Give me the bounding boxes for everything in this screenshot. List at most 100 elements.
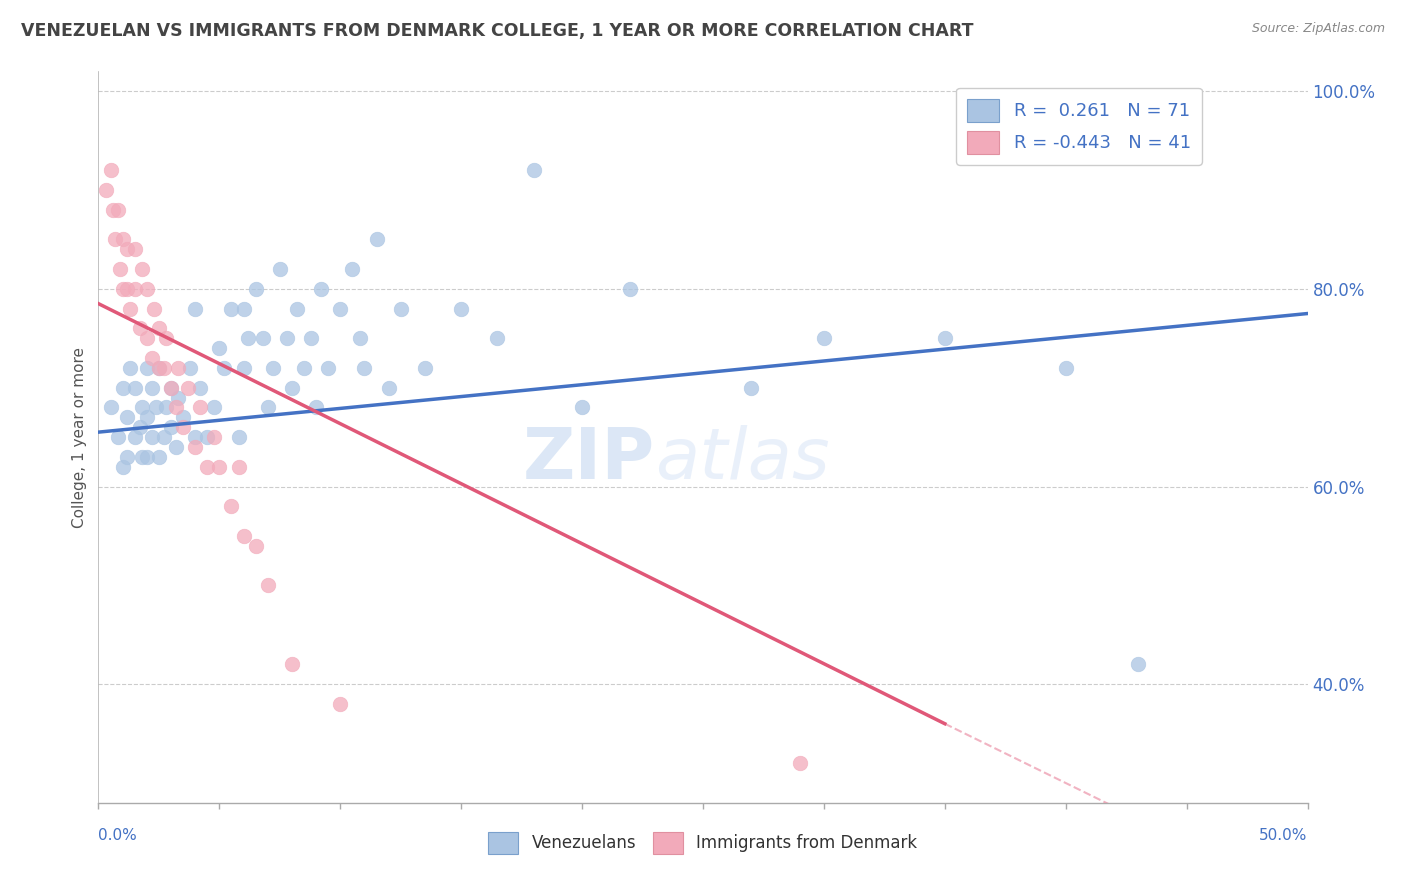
Point <box>619 282 641 296</box>
Point <box>111 282 134 296</box>
Point <box>177 381 200 395</box>
Point <box>107 430 129 444</box>
Point <box>329 301 352 316</box>
Point <box>167 360 190 375</box>
Legend: Venezuelans, Immigrants from Denmark: Venezuelans, Immigrants from Denmark <box>482 826 924 860</box>
Point <box>143 301 166 316</box>
Point <box>172 410 194 425</box>
Point <box>486 331 509 345</box>
Point <box>184 440 207 454</box>
Point <box>104 232 127 246</box>
Point <box>285 301 308 316</box>
Point <box>111 232 134 246</box>
Point <box>262 360 284 375</box>
Point <box>316 360 339 375</box>
Point <box>413 360 436 375</box>
Point <box>117 450 139 464</box>
Point <box>172 420 194 434</box>
Point <box>228 459 250 474</box>
Point <box>111 381 134 395</box>
Point <box>232 529 254 543</box>
Point <box>118 360 141 375</box>
Point <box>131 262 153 277</box>
Point <box>299 331 322 345</box>
Point <box>389 301 412 316</box>
Point <box>377 381 399 395</box>
Point <box>165 440 187 454</box>
Point <box>245 539 267 553</box>
Point <box>108 262 131 277</box>
Point <box>155 401 177 415</box>
Point <box>135 360 157 375</box>
Point <box>100 401 122 415</box>
Point <box>208 459 231 474</box>
Point <box>934 331 956 345</box>
Point <box>184 430 207 444</box>
Point <box>212 360 235 375</box>
Point <box>188 381 211 395</box>
Point <box>269 262 291 277</box>
Point <box>107 202 129 217</box>
Point <box>94 183 117 197</box>
Point <box>100 163 122 178</box>
Point <box>789 756 811 771</box>
Point <box>204 401 226 415</box>
Point <box>141 381 163 395</box>
Point <box>523 163 546 178</box>
Y-axis label: College, 1 year or more: College, 1 year or more <box>72 347 87 527</box>
Point <box>276 331 298 345</box>
Point <box>117 410 139 425</box>
Point <box>256 578 278 592</box>
Point <box>128 420 150 434</box>
Point <box>131 450 153 464</box>
Point <box>160 381 183 395</box>
Point <box>204 430 226 444</box>
Point <box>179 360 201 375</box>
Point <box>208 341 231 355</box>
Point <box>305 401 328 415</box>
Point <box>184 301 207 316</box>
Point <box>131 401 153 415</box>
Point <box>740 381 762 395</box>
Point <box>245 282 267 296</box>
Point <box>1054 360 1077 375</box>
Point <box>353 360 375 375</box>
Point <box>124 282 146 296</box>
Point <box>135 331 157 345</box>
Point <box>232 360 254 375</box>
Point <box>292 360 315 375</box>
Point <box>124 430 146 444</box>
Point <box>252 331 274 345</box>
Point <box>148 450 170 464</box>
Point <box>155 331 177 345</box>
Point <box>195 459 218 474</box>
Text: atlas: atlas <box>655 425 830 493</box>
Text: VENEZUELAN VS IMMIGRANTS FROM DENMARK COLLEGE, 1 YEAR OR MORE CORRELATION CHART: VENEZUELAN VS IMMIGRANTS FROM DENMARK CO… <box>21 22 973 40</box>
Point <box>167 391 190 405</box>
Point <box>117 282 139 296</box>
Point <box>148 360 170 375</box>
Point <box>141 351 163 365</box>
Point <box>135 450 157 464</box>
Point <box>221 500 243 514</box>
Point <box>450 301 472 316</box>
Point <box>160 420 183 434</box>
Point <box>366 232 388 246</box>
Point <box>148 360 170 375</box>
Point <box>349 331 371 345</box>
Point <box>228 430 250 444</box>
Point <box>118 301 141 316</box>
Point <box>281 657 304 672</box>
Text: 0.0%: 0.0% <box>98 828 138 843</box>
Point <box>111 459 134 474</box>
Point <box>195 430 218 444</box>
Point <box>571 401 593 415</box>
Point <box>148 321 170 335</box>
Point <box>152 430 174 444</box>
Point <box>238 331 260 345</box>
Point <box>135 410 157 425</box>
Point <box>309 282 332 296</box>
Point <box>281 381 304 395</box>
Point <box>117 242 139 256</box>
Point <box>256 401 278 415</box>
